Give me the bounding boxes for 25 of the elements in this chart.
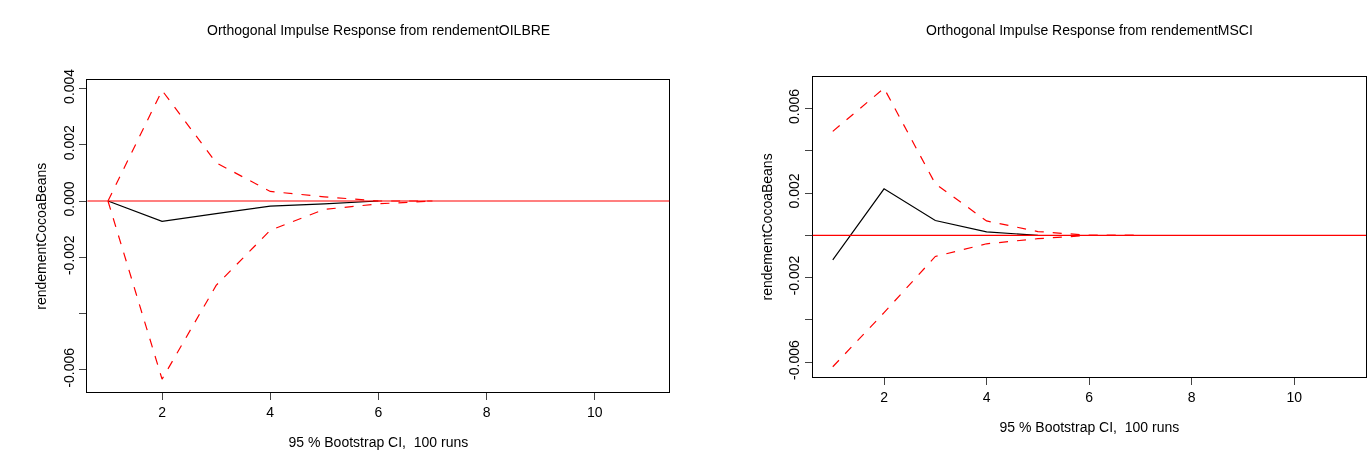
y-tick-label: 0.004 — [60, 68, 77, 104]
x-tick-label: 8 — [1187, 388, 1196, 405]
x-tick-label: 10 — [1286, 388, 1303, 405]
x-tick-label: 6 — [374, 404, 383, 421]
chart-title: Orthogonal Impulse Response from rendementMSCI — [926, 22, 1253, 38]
x-axis-title: 95 % Bootstrap CI, 100 runs — [999, 419, 1180, 436]
x-tick-label: 2 — [880, 388, 889, 405]
y-tick-label: -0.002 — [786, 255, 803, 296]
y-tick-label: -0.002 — [60, 235, 77, 276]
x-tick-label: 6 — [1085, 388, 1094, 405]
x-tick-label: 4 — [982, 388, 991, 405]
x-tick-label: 2 — [158, 404, 167, 421]
x-axis-title: 95 % Bootstrap CI, 100 runs — [288, 434, 469, 451]
y-tick-label: 0.002 — [786, 173, 803, 209]
y-axis-title: rendementCocoaBeans — [33, 162, 50, 310]
y-tick-label: -0.006 — [786, 339, 803, 380]
chart-title: Orthogonal Impulse Response from rendementOILBRE — [207, 22, 551, 38]
y-axis-title: rendementCocoaBeans — [758, 153, 775, 301]
y-tick-label: 0.006 — [786, 88, 803, 124]
x-tick-label: 10 — [586, 404, 603, 421]
x-tick-label: 4 — [266, 404, 275, 421]
y-tick-label: -0.006 — [60, 347, 77, 388]
x-tick-label: 8 — [482, 404, 491, 421]
y-tick-label: 0.002 — [60, 124, 77, 161]
y-tick-label: 0.000 — [60, 181, 77, 217]
